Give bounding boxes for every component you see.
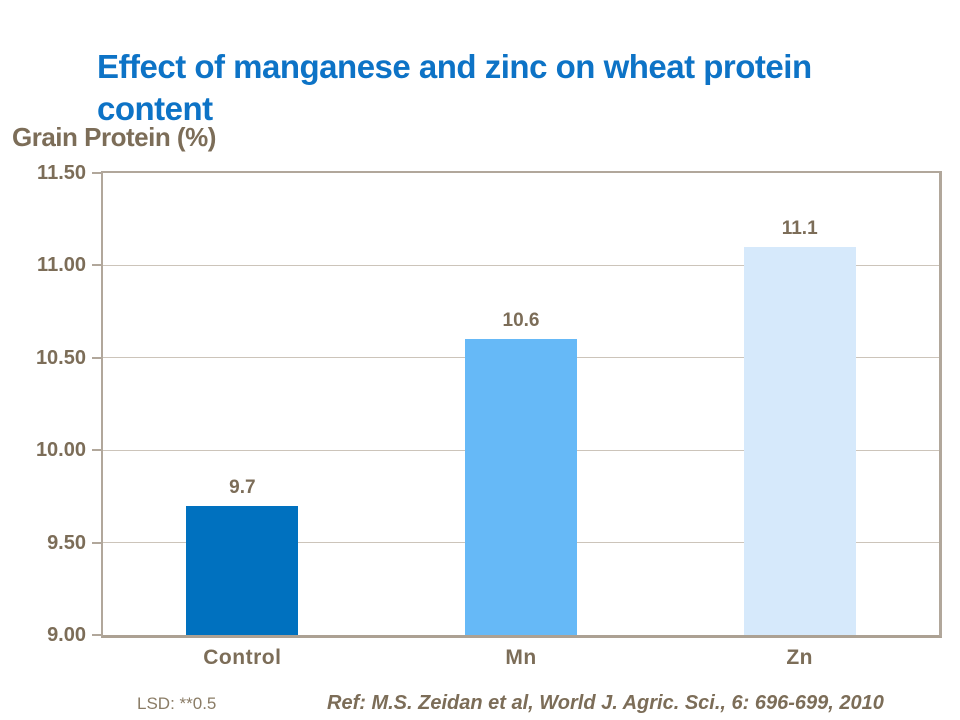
y-axis-tick-label: 10.50 [35,346,86,369]
bars-container: 9.7 10.6 11.1 [103,173,939,635]
bar-slot-mn: 10.6 [382,173,661,635]
y-axis-tick-label: 9.00 [47,624,86,646]
reference-citation: Ref: M.S. Zeidan et al, World J. Agric. … [327,692,884,714]
y-axis-tick [92,172,101,174]
bar-value-label-mn: 10.6 [502,310,540,332]
bar-slot-zn: 11.1 [660,173,939,635]
y-axis-tick [92,449,101,452]
bar-value-label-control: 9.7 [229,476,256,498]
chart-title-line2: content [97,90,213,128]
y-axis-tick [92,541,101,544]
bar-slot-control: 9.7 [103,173,382,635]
y-axis-tick-label: 11.00 [37,254,86,277]
x-axis-category-row: Control Mn Zn [103,646,939,670]
chart-title: Effect of manganese and zinc on wheat pr… [97,46,812,130]
y-axis-tick-label: 10.00 [35,439,86,462]
y-axis-tick [92,356,101,359]
x-axis-label-mn: Mn [505,646,537,669]
y-axis-title: Grain Protein (%) [12,122,216,152]
lsd-note: LSD: **0.5 [137,694,217,713]
plot-area: 11.50 11.00 10.50 10.00 9.50 9.00 9.7 10.6 11.1 [36,163,942,645]
y-axis-tick [92,634,101,636]
y-axis-tick-label: 9.50 [47,531,86,554]
y-axis-tick-label: 11.50 [37,162,86,184]
bar-value-label-zn: 11.1 [781,217,818,239]
bar-mn [465,339,577,635]
y-axis-tick [92,264,101,267]
x-axis-label-zn: Zn [786,646,813,669]
bar-control [186,505,299,635]
gridline [103,264,939,266]
chart-title-line1: Effect of manganese and zinc on wheat pr… [97,48,812,86]
bar-zn [743,246,856,635]
x-axis-label-control: Control [203,646,282,669]
